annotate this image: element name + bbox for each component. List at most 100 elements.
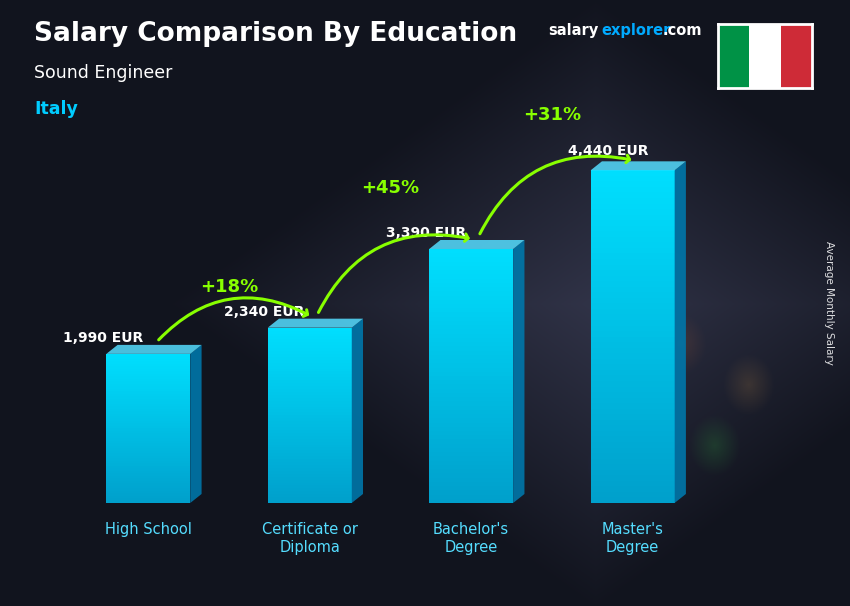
Bar — [591, 453, 675, 459]
Bar — [591, 431, 675, 436]
Bar — [591, 270, 675, 276]
Bar — [429, 469, 513, 473]
Bar — [591, 242, 675, 248]
Bar — [106, 448, 190, 451]
Bar — [268, 389, 352, 392]
Bar — [268, 494, 352, 497]
Bar — [268, 456, 352, 459]
Bar — [591, 204, 675, 209]
Bar — [750, 24, 780, 88]
Bar — [429, 270, 513, 275]
Bar — [106, 379, 190, 381]
Bar — [106, 376, 190, 379]
Bar — [591, 298, 675, 304]
Bar — [268, 433, 352, 436]
Bar — [429, 308, 513, 313]
Bar — [591, 487, 675, 492]
Bar — [268, 351, 352, 354]
Bar — [591, 248, 675, 253]
Bar — [106, 391, 190, 394]
Bar — [429, 384, 513, 388]
Bar — [268, 462, 352, 465]
Bar — [106, 461, 190, 463]
Bar — [106, 424, 190, 426]
Bar — [429, 367, 513, 371]
Bar — [106, 463, 190, 465]
Bar — [268, 442, 352, 445]
Bar — [429, 300, 513, 304]
Bar — [106, 471, 190, 473]
FancyArrowPatch shape — [480, 155, 630, 234]
Bar — [429, 376, 513, 380]
Bar — [268, 401, 352, 404]
Bar — [106, 359, 190, 361]
Bar — [106, 498, 190, 501]
Bar — [268, 380, 352, 383]
Bar — [429, 266, 513, 270]
Bar — [106, 396, 190, 399]
Bar — [591, 348, 675, 353]
Bar — [429, 342, 513, 347]
Polygon shape — [190, 345, 201, 503]
Bar — [591, 442, 675, 448]
Bar — [106, 384, 190, 386]
Bar — [268, 410, 352, 413]
Bar — [591, 370, 675, 376]
Bar — [106, 468, 190, 471]
Bar — [268, 453, 352, 456]
Text: 4,440 EUR: 4,440 EUR — [568, 144, 649, 158]
Bar — [429, 321, 513, 325]
Bar — [429, 473, 513, 478]
Bar — [429, 414, 513, 418]
Bar — [591, 481, 675, 487]
Bar — [268, 328, 352, 331]
FancyArrowPatch shape — [159, 298, 308, 340]
Polygon shape — [513, 240, 524, 503]
Bar — [591, 315, 675, 320]
Bar — [591, 304, 675, 309]
Bar — [106, 428, 190, 431]
Bar — [106, 473, 190, 476]
Bar — [780, 24, 812, 88]
Bar — [106, 404, 190, 406]
Bar — [106, 411, 190, 413]
Bar — [106, 501, 190, 503]
Bar — [429, 486, 513, 490]
Bar — [591, 181, 675, 187]
Bar — [591, 387, 675, 392]
Bar — [429, 317, 513, 321]
Bar — [591, 408, 675, 415]
Text: salary: salary — [548, 23, 598, 38]
Bar — [268, 474, 352, 477]
Bar — [106, 456, 190, 458]
Bar — [591, 464, 675, 470]
Bar — [591, 364, 675, 370]
Bar — [429, 393, 513, 397]
Bar — [268, 424, 352, 427]
Bar — [268, 345, 352, 348]
Bar — [268, 365, 352, 368]
Bar — [429, 427, 513, 431]
FancyArrowPatch shape — [319, 234, 468, 313]
Bar — [429, 330, 513, 334]
Bar — [268, 368, 352, 371]
Text: Sound Engineer: Sound Engineer — [34, 64, 173, 82]
Bar — [429, 258, 513, 262]
Bar — [106, 488, 190, 490]
Bar — [591, 309, 675, 315]
Text: +18%: +18% — [200, 278, 258, 296]
Bar — [429, 397, 513, 401]
Bar — [268, 378, 352, 380]
Bar — [429, 478, 513, 482]
Bar — [429, 275, 513, 279]
Bar — [429, 444, 513, 448]
Bar — [268, 479, 352, 482]
Bar — [106, 413, 190, 416]
Bar — [429, 461, 513, 465]
Bar — [429, 313, 513, 317]
Bar — [591, 337, 675, 342]
Bar — [268, 383, 352, 386]
Bar — [429, 494, 513, 499]
Bar — [268, 488, 352, 491]
Bar — [429, 359, 513, 363]
